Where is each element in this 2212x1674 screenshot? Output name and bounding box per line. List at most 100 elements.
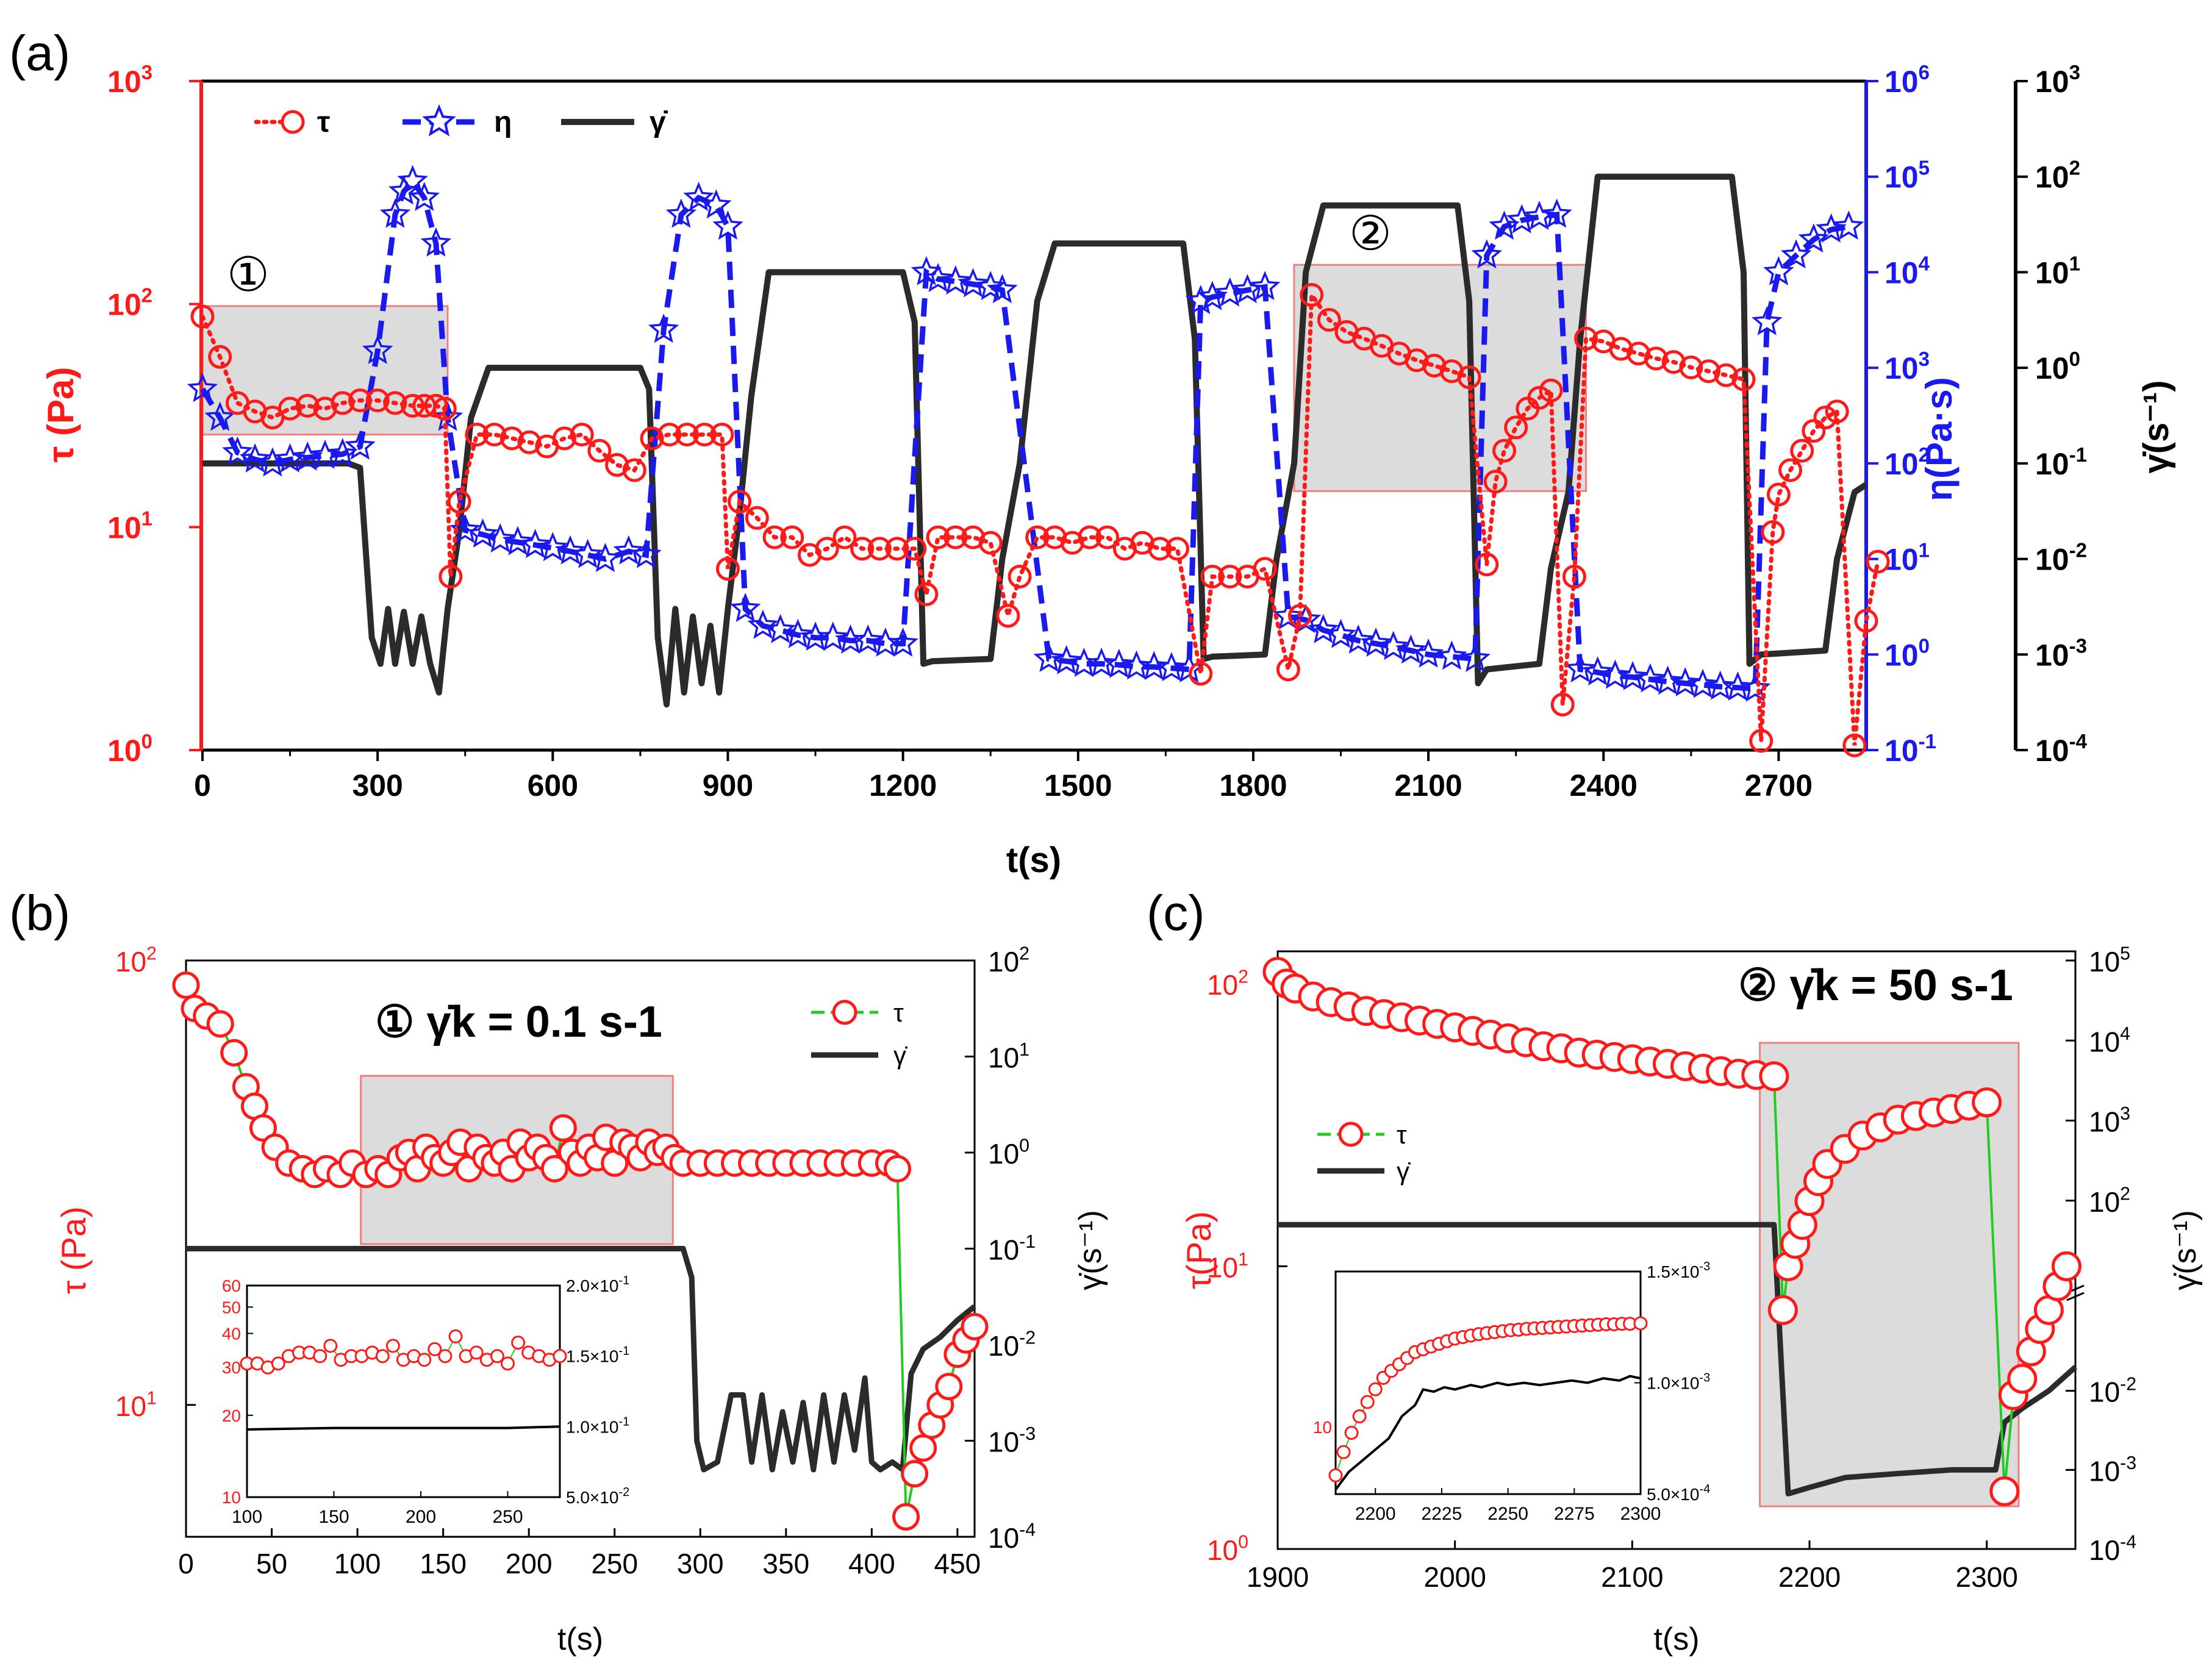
tau-point: [465, 423, 489, 447]
tau-point: [249, 1114, 277, 1142]
tau-point: [1790, 438, 1814, 463]
y-right-tick-label: 102: [988, 944, 1029, 978]
y-rate-tick-label: 101: [2035, 252, 2080, 290]
tau-point: [1731, 367, 1756, 392]
tau-point: [935, 1373, 963, 1401]
eta-point: [590, 543, 621, 573]
tau-point: [745, 506, 769, 530]
y-eta-tick-label: 103: [1884, 348, 1930, 385]
eta-point: [222, 436, 253, 466]
legend-rate-label: γ̇: [650, 106, 668, 138]
eta-point: [1816, 213, 1847, 243]
x-tick-label: 200: [506, 1548, 553, 1579]
tau-point: [1989, 1476, 2020, 1506]
eta-point: [345, 430, 376, 460]
tau-point: [570, 423, 594, 447]
tau-point: [438, 564, 463, 588]
tau-point: [220, 1039, 248, 1067]
tau-point: [499, 426, 524, 451]
tau-point: [1276, 657, 1300, 682]
tau-point: [1095, 525, 1120, 549]
rate-line: [186, 1246, 976, 1473]
tau-point: [1078, 525, 1102, 549]
tau-point: [1025, 525, 1050, 549]
y-rate-tick-label: 10-4: [2035, 730, 2088, 768]
tau-point: [1802, 419, 1826, 443]
eta-point: [520, 529, 551, 559]
x-tick-label: 2100: [1601, 1561, 1663, 1593]
tau-point: [401, 393, 425, 418]
eta-point: [327, 438, 358, 468]
tau-point: [552, 426, 576, 451]
rate-line: [1278, 1222, 2078, 1497]
eta-point: [782, 618, 814, 648]
x-tick-label: 0: [194, 768, 211, 803]
tau-point: [961, 1312, 989, 1340]
tau-point: [884, 1154, 912, 1182]
tau-point: [1767, 1295, 1798, 1325]
inset-tau-point: [1344, 1425, 1359, 1440]
inset-tau-point: [1368, 1382, 1383, 1397]
x-tick-label: 2200: [1778, 1561, 1841, 1593]
inset-y-left-tick-label: 10: [222, 1488, 241, 1507]
tau-point: [943, 525, 968, 549]
legend-tau-label: τ: [1397, 1120, 1407, 1149]
tau-point: [1842, 733, 1867, 757]
eta-point: [1739, 672, 1771, 702]
inset-x-tick-label: 250: [492, 1507, 523, 1527]
inset-tau-point: [375, 1349, 390, 1364]
eta-point: [922, 262, 954, 292]
tau-point: [1457, 365, 1481, 390]
eta-point: [765, 613, 796, 643]
tau-point: [1697, 359, 1721, 384]
tau-point: [1609, 337, 1633, 361]
tau-point: [1854, 609, 1878, 633]
tau-point: [675, 423, 699, 447]
eta-point: [1033, 642, 1065, 672]
tau-point: [1200, 564, 1225, 588]
tau-point: [1644, 346, 1668, 371]
tau-point: [432, 396, 457, 421]
y-left-tick-label: 100: [107, 730, 152, 768]
tau-point: [1761, 520, 1785, 544]
tau-point: [903, 537, 927, 561]
eta-point: [1634, 663, 1666, 693]
y-right-tick-label: 10-1: [988, 1232, 1036, 1265]
tau-point: [1679, 356, 1703, 380]
legend-tau-marker: [281, 110, 305, 134]
inset-y-right-tick-label: 1.0×10-3: [1647, 1372, 1710, 1393]
tau-point: [482, 423, 507, 447]
tau-point: [1825, 399, 1849, 424]
inset-tau-point: [1336, 1445, 1351, 1459]
y-eta-tick-label: 100: [1884, 634, 1930, 672]
tau-point: [549, 1114, 577, 1142]
eta-point: [940, 265, 972, 295]
x-tick-label: 450: [934, 1548, 981, 1579]
eta-point: [1436, 640, 1467, 670]
tau-point: [331, 391, 355, 415]
inset-y-left-tick-label: 60: [222, 1276, 241, 1295]
legend-tau-label: τ: [893, 998, 904, 1027]
tau-point: [850, 537, 875, 561]
x-tick-label: 1800: [1219, 768, 1287, 803]
inset-x-tick-label: 100: [232, 1507, 262, 1527]
inset-tau-point: [1352, 1409, 1367, 1423]
eta-point: [631, 538, 662, 568]
y-right-axis-title: γ̇(s⁻¹): [2167, 1210, 2203, 1290]
eta-point: [747, 609, 779, 639]
inset-x-tick-label: 2225: [1422, 1504, 1462, 1524]
eta-point: [187, 373, 218, 402]
panel-b: 0 50 100 150 200 250 300 350 400 450 t(s) 101 102 τ (…: [54, 944, 1108, 1657]
y-right-tick-label: 10-3: [2089, 1453, 2136, 1487]
panel-c-label: (c): [1147, 885, 1205, 941]
region-label: ①: [227, 248, 270, 301]
tau-point: [1475, 553, 1499, 577]
inset-tau-point: [1328, 1468, 1343, 1483]
tau-point: [295, 393, 320, 418]
x-tick-label: 100: [334, 1548, 381, 1579]
eta-point: [204, 401, 235, 431]
tau-point: [1972, 1087, 2002, 1118]
tau-point: [657, 423, 682, 447]
y-left-axis-title: τ (Pa): [40, 367, 81, 463]
eta-point: [1378, 631, 1409, 660]
